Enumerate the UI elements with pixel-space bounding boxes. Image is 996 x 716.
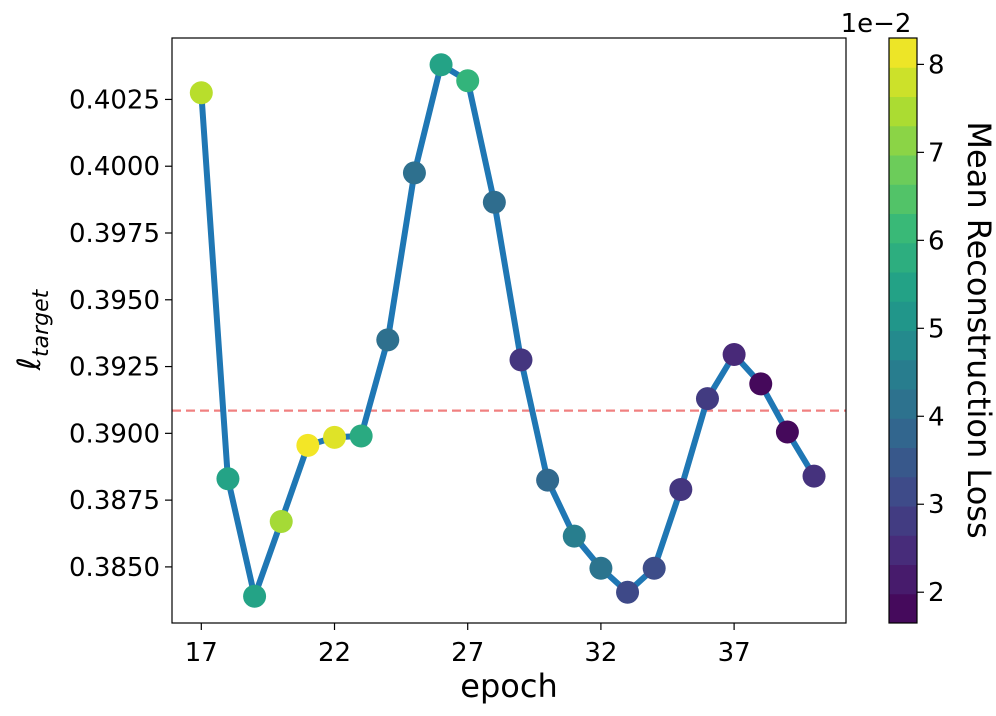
data-point — [802, 464, 826, 488]
colorbar-segment — [889, 476, 917, 507]
data-point — [775, 420, 799, 444]
colorbar-segment — [889, 593, 917, 624]
colorbar-segment — [889, 272, 917, 302]
colorbar-segment — [889, 564, 917, 595]
colorbar-segment — [889, 359, 917, 390]
y-tick-label: 0.3850 — [69, 553, 160, 583]
colorbar-segment — [889, 301, 917, 331]
x-tick-label: 17 — [185, 638, 218, 668]
data-point — [616, 580, 640, 604]
x-axis-label: epoch — [460, 667, 557, 705]
colorbar-tick-label: 5 — [928, 314, 945, 344]
data-point — [695, 387, 719, 411]
colorbar-segment — [889, 125, 917, 156]
colorbar-segment — [889, 330, 917, 361]
data-point — [269, 509, 293, 533]
data-point — [243, 584, 267, 608]
x-tick-label: 37 — [718, 638, 751, 668]
y-tick-label: 0.3950 — [69, 286, 160, 316]
colorbar-segment — [889, 242, 917, 273]
y-axis-label-main: ℓ — [10, 357, 48, 371]
data-point — [562, 524, 586, 548]
data-point — [589, 556, 613, 580]
data-point — [376, 328, 400, 352]
colorbar-segment — [889, 535, 917, 565]
colorbar-segment — [889, 447, 917, 478]
colorbar-segment — [889, 418, 917, 448]
data-point — [349, 424, 373, 448]
series-line — [198, 61, 817, 600]
data-point — [642, 556, 666, 580]
y-tick-label: 0.3900 — [69, 419, 160, 449]
data-point — [536, 468, 560, 492]
data-point — [189, 81, 213, 105]
data-point — [749, 372, 773, 396]
colorbar-tick-label: 3 — [928, 490, 945, 520]
x-tick-label: 32 — [584, 638, 617, 668]
colorbar: 2 3 4 5 6 7 8 — [888, 37, 945, 624]
colorbar-segment — [889, 213, 917, 244]
y-tick-label: 0.3975 — [69, 219, 160, 249]
plot-frame — [171, 37, 847, 624]
data-point — [429, 53, 453, 77]
y-tick-label: 0.3925 — [69, 353, 160, 383]
colorbar-segment — [889, 38, 917, 68]
colorbar-segment — [889, 96, 917, 127]
x-tick-label: 27 — [451, 638, 484, 668]
colorbar-segment — [889, 184, 917, 214]
series-layer — [189, 53, 826, 608]
colorbar-segment — [889, 155, 917, 185]
colorbar-multiplier: 1e−2 — [841, 9, 912, 39]
y-tick-label: 0.4025 — [69, 85, 160, 115]
data-point — [722, 343, 746, 367]
colorbar-label: Mean Reconstruction Loss — [960, 121, 996, 538]
data-point — [296, 433, 320, 457]
data-point — [509, 348, 533, 372]
y-tick-label: 0.4000 — [69, 152, 160, 182]
y-axis-label-subscript: target — [29, 288, 54, 357]
axes-layer: 17 22 27 32 37 0.3850 0.3875 0.3900 0.3925 0.3950… — [69, 37, 847, 668]
colorbar-tick-label: 2 — [928, 578, 945, 608]
data-point — [216, 467, 240, 491]
data-point — [402, 161, 426, 185]
data-point — [669, 477, 693, 501]
colorbar-tick-label: 8 — [928, 50, 945, 80]
y-tick-label: 0.3875 — [69, 486, 160, 516]
data-point — [323, 425, 347, 449]
colorbar-tick-label: 7 — [928, 138, 945, 168]
data-point — [482, 190, 506, 214]
x-tick-label: 22 — [318, 638, 351, 668]
colorbar-segment — [889, 389, 917, 419]
data-point — [456, 69, 480, 93]
colorbar-tick-label: 6 — [928, 226, 945, 256]
colorbar-frame — [888, 37, 918, 624]
colorbar-segment — [889, 67, 917, 97]
colorbar-tick-label: 4 — [928, 402, 945, 432]
y-axis-label: ℓtarget — [10, 288, 54, 371]
colorbar-segment — [889, 506, 917, 536]
